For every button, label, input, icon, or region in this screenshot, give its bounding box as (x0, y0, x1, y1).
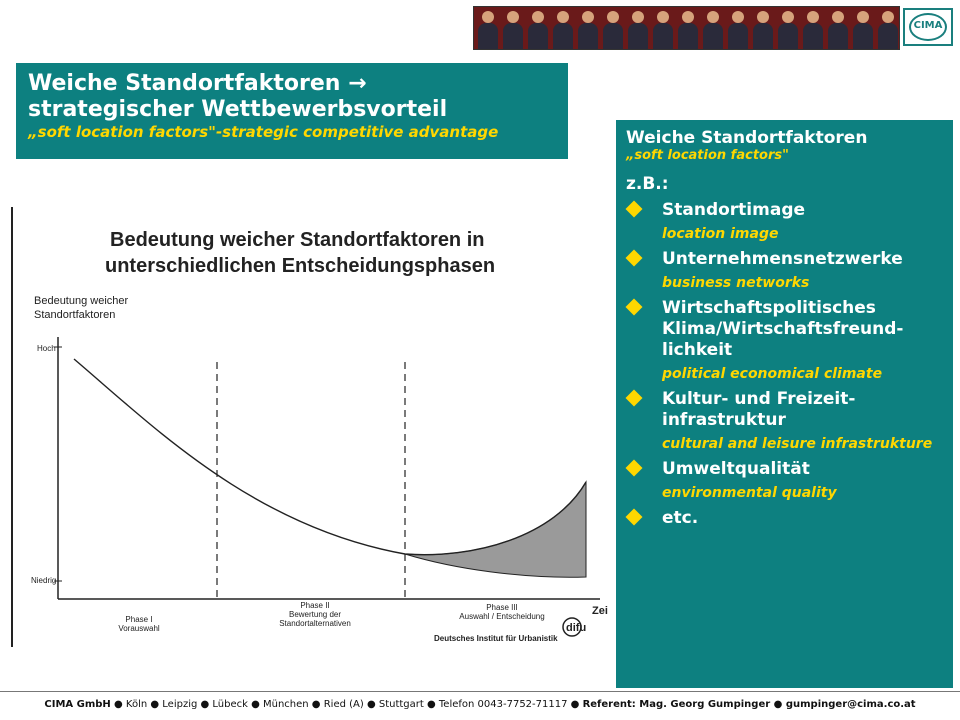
photo-person-body (503, 23, 523, 49)
y-axis-low: Niedrig (31, 576, 56, 585)
diagram-heading-2: unterschiedlichen Entscheidungsphasen (105, 255, 495, 277)
footer: CIMA GmbH ● Köln ● Leipzig ● Lübeck ● Mü… (0, 699, 960, 710)
photo-person-body (803, 23, 823, 49)
photo-person-head (482, 11, 494, 23)
footer-referent: Referent: Mag. Georg Gumpinger ● gumping… (582, 699, 916, 710)
difu-logo-text: difu (566, 622, 586, 634)
photo-person-body (703, 23, 723, 49)
photo-person-head (532, 11, 544, 23)
photo-person-head (507, 11, 519, 23)
photo-person-body (628, 23, 648, 49)
cima-logo: CIMA (903, 8, 953, 46)
phase-1-desc: Vorauswahl (118, 624, 160, 633)
photo-person-body (553, 23, 573, 49)
photo-person-head (707, 11, 719, 23)
list-item-english: business networks (662, 275, 810, 291)
panel-heading: Weiche Standortfaktoren (626, 128, 868, 148)
list-item-label: Standortimage (662, 200, 806, 220)
list-item: Umweltqualität environmental quality (625, 459, 943, 502)
photo-person-body (753, 23, 773, 49)
diagram-source: Deutsches Institut für Urbanistik (434, 634, 558, 643)
soft-factors-panel: Weiche Standortfaktoren „soft location f… (616, 120, 953, 688)
photo-person-body (528, 23, 548, 49)
photo-person-body (653, 23, 673, 49)
diamond-bullet-icon (625, 459, 643, 477)
diamond-bullet-icon (625, 389, 643, 407)
photo-person-head (732, 11, 744, 23)
y-axis-label-1: Bedeutung weicher (34, 295, 129, 307)
photo-person-head (807, 11, 819, 23)
footer-cities: ● Köln ● Leipzig ● Lübeck ● München ● Ri… (113, 699, 580, 710)
list-item: Standortimage location image (625, 200, 943, 243)
x-axis-label: Zeit (592, 605, 608, 617)
phase-2-desc: Bewertung der (289, 610, 341, 619)
photo-person-head (657, 11, 669, 23)
photo-person-head (857, 11, 869, 23)
photo-person-body (478, 23, 498, 49)
title-english: „soft location factors"-strategic compet… (28, 123, 499, 141)
diagram-svg: Bedeutung weicher Standortfaktoren in un… (4, 197, 608, 655)
diagram-heading-1: Bedeutung weicher Standortfaktoren in (110, 229, 484, 251)
panel-subheading: „soft location factors" (626, 148, 789, 163)
phase-1-label: Phase I (125, 615, 152, 624)
photo-person-body (828, 23, 848, 49)
phase-2-label: Phase II (300, 601, 329, 610)
photo-person-head (882, 11, 894, 23)
phase-2-desc-2: Standortalternativen (279, 619, 351, 628)
list-item: Wirtschaftspolitisches Klima/Wirtschafts… (625, 298, 943, 383)
photo-person-body (778, 23, 798, 49)
importance-curve (73, 358, 587, 556)
phase-3-label: Phase III (486, 603, 518, 612)
photo-person-head (757, 11, 769, 23)
photo-person-head (782, 11, 794, 23)
photo-person-head (557, 11, 569, 23)
list-item-label: Unternehmensnetzwerke (662, 249, 903, 269)
photo-person-head (607, 11, 619, 23)
list-item-english: environmental quality (662, 485, 837, 501)
list-item: Kultur- und Freizeit-infrastruktur cultu… (625, 389, 943, 453)
panel-example-label: z.B.: (626, 174, 669, 194)
photo-person-head (832, 11, 844, 23)
photo-person-head (682, 11, 694, 23)
list-item-label: etc. (662, 508, 699, 528)
y-axis-high: Hoch (37, 344, 56, 353)
list-item: Unternehmensnetzwerke business networks (625, 249, 943, 292)
diagram-background (4, 197, 608, 655)
photo-person-body (678, 23, 698, 49)
y-axis-label-2: Standortfaktoren (34, 309, 115, 321)
diamond-bullet-icon (625, 249, 643, 267)
header-photo-strip (473, 6, 900, 50)
phases-diagram: Bedeutung weicher Standortfaktoren in un… (4, 197, 608, 655)
list-item-english: location image (662, 226, 779, 242)
title-line-2: strategischer Wettbewerbsvorteil (28, 97, 448, 122)
list-item-english: political economical climate (662, 366, 883, 382)
title-line-1: Weiche Standortfaktoren → (28, 71, 367, 96)
photo-person-body (853, 23, 873, 49)
photo-person-head (632, 11, 644, 23)
photo-person-body (578, 23, 598, 49)
difu-logo-icon: difu (562, 617, 586, 637)
title-box: Weiche Standortfaktoren → strategischer … (16, 63, 568, 159)
logo-ring-icon (909, 13, 947, 41)
list-item-english: cultural and leisure infrastrukture (662, 436, 933, 452)
diamond-bullet-icon (625, 200, 643, 218)
list-item: etc. (625, 508, 943, 529)
photo-person-body (603, 23, 623, 49)
photo-person-body (878, 23, 898, 49)
list-item-label: Kultur- und Freizeit-infrastruktur (662, 389, 856, 430)
logo-text: CIMA (913, 20, 943, 31)
photo-person-head (582, 11, 594, 23)
footer-divider (0, 691, 960, 692)
diamond-bullet-icon (625, 508, 643, 526)
list-item-label: Umweltqualität (662, 459, 810, 479)
phase-3-desc: Auswahl / Entscheidung (459, 612, 544, 621)
diamond-bullet-icon (625, 298, 643, 316)
list-item-label: Wirtschaftspolitisches Klima/Wirtschafts… (662, 298, 904, 360)
photo-person-body (728, 23, 748, 49)
footer-company: CIMA GmbH (44, 699, 111, 710)
